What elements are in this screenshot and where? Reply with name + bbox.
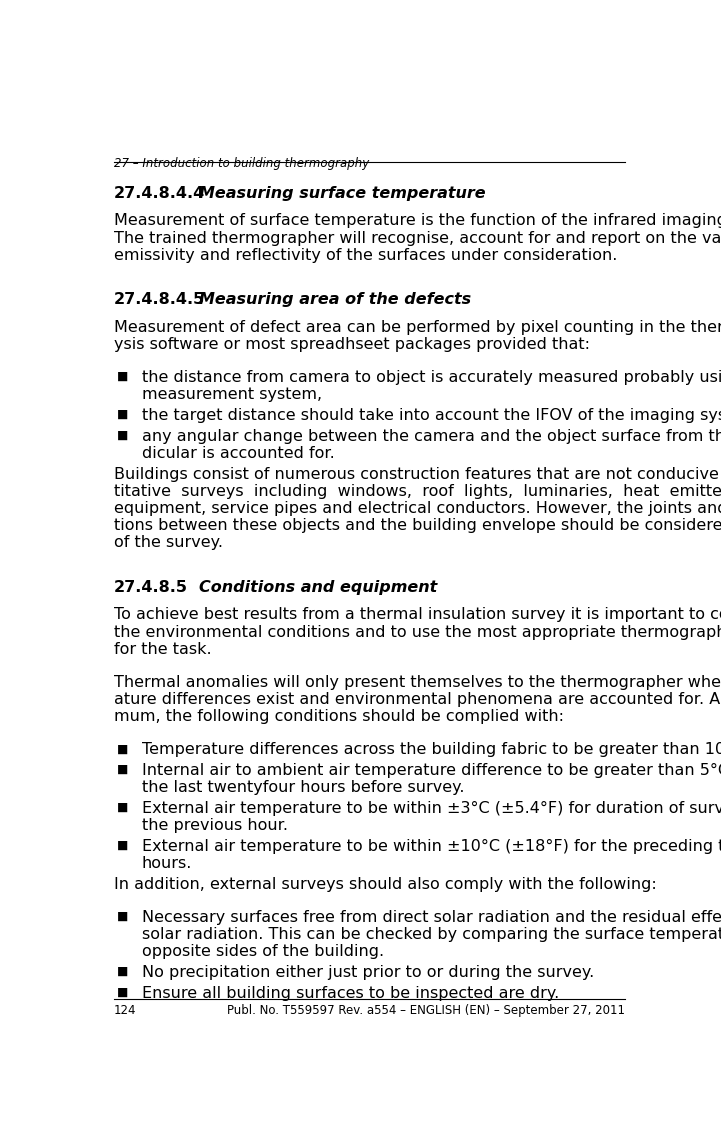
Text: solar radiation. This can be checked by comparing the surface temperatures of: solar radiation. This can be checked by … bbox=[141, 927, 721, 942]
Text: any angular change between the camera and the object surface from the perpen-: any angular change between the camera an… bbox=[141, 429, 721, 444]
Text: the distance from camera to object is accurately measured probably using a laser: the distance from camera to object is ac… bbox=[141, 370, 721, 385]
Text: Publ. No. T559597 Rev. a554 – ENGLISH (EN) – September 27, 2011: Publ. No. T559597 Rev. a554 – ENGLISH (E… bbox=[227, 1004, 625, 1017]
Text: ■: ■ bbox=[117, 910, 128, 923]
Text: the last twentyfour hours before survey.: the last twentyfour hours before survey. bbox=[141, 780, 464, 795]
Text: 27 – Introduction to building thermography: 27 – Introduction to building thermograp… bbox=[114, 157, 369, 170]
Text: Conditions and equipment: Conditions and equipment bbox=[199, 580, 438, 595]
Text: Temperature differences across the building fabric to be greater than 10°C (18°F: Temperature differences across the build… bbox=[141, 743, 721, 758]
Text: the environmental conditions and to use the most appropriate thermographic techn: the environmental conditions and to use … bbox=[114, 625, 721, 639]
Text: 27.4.8.4.5: 27.4.8.4.5 bbox=[114, 292, 205, 307]
Text: Ensure all building surfaces to be inspected are dry.: Ensure all building surfaces to be inspe… bbox=[141, 986, 559, 1000]
Text: opposite sides of the building.: opposite sides of the building. bbox=[141, 944, 384, 959]
Text: To achieve best results from a thermal insulation survey it is important to cons: To achieve best results from a thermal i… bbox=[114, 607, 721, 622]
Text: ■: ■ bbox=[117, 429, 128, 441]
Text: the target distance should take into account the IFOV of the imaging system,: the target distance should take into acc… bbox=[141, 408, 721, 423]
Text: of the survey.: of the survey. bbox=[114, 535, 224, 550]
Text: In addition, external surveys should also comply with the following:: In addition, external surveys should als… bbox=[114, 877, 657, 892]
Text: External air temperature to be within ±3°C (±5.4°F) for duration of survey and f: External air temperature to be within ±3… bbox=[141, 801, 721, 816]
Text: 27.4.8.5: 27.4.8.5 bbox=[114, 580, 188, 595]
Text: No precipitation either just prior to or during the survey.: No precipitation either just prior to or… bbox=[141, 965, 594, 980]
Text: Thermal anomalies will only present themselves to the thermographer where temper: Thermal anomalies will only present them… bbox=[114, 675, 721, 690]
Text: ■: ■ bbox=[117, 965, 128, 979]
Text: ysis software or most spreadhseet packages provided that:: ysis software or most spreadhseet packag… bbox=[114, 337, 590, 352]
Text: 124: 124 bbox=[114, 1004, 137, 1017]
Text: 27.4.8.4.4: 27.4.8.4.4 bbox=[114, 186, 205, 201]
Text: tions between these objects and the building envelope should be considered as pa: tions between these objects and the buil… bbox=[114, 518, 721, 533]
Text: emissivity and reflectivity of the surfaces under consideration.: emissivity and reflectivity of the surfa… bbox=[114, 248, 617, 262]
Text: Necessary surfaces free from direct solar radiation and the residual effects of : Necessary surfaces free from direct sola… bbox=[141, 910, 721, 925]
Text: ■: ■ bbox=[117, 801, 128, 814]
Text: ■: ■ bbox=[117, 743, 128, 755]
Text: the previous hour.: the previous hour. bbox=[141, 818, 288, 833]
Text: dicular is accounted for.: dicular is accounted for. bbox=[141, 446, 335, 461]
Text: titative  surveys  including  windows,  roof  lights,  luminaries,  heat  emitte: titative surveys including windows, roof… bbox=[114, 484, 721, 499]
Text: measurement system,: measurement system, bbox=[141, 387, 322, 402]
Text: hours.: hours. bbox=[141, 856, 192, 871]
Text: for the task.: for the task. bbox=[114, 642, 212, 657]
Text: ■: ■ bbox=[117, 986, 128, 999]
Text: ■: ■ bbox=[117, 839, 128, 851]
Text: ■: ■ bbox=[117, 370, 128, 383]
Text: External air temperature to be within ±10°C (±18°F) for the preceding twentyfour: External air temperature to be within ±1… bbox=[141, 839, 721, 854]
Text: Measurement of defect area can be performed by pixel counting in the thermal ana: Measurement of defect area can be perfor… bbox=[114, 320, 721, 335]
Text: The trained thermographer will recognise, account for and report on the variatio: The trained thermographer will recognise… bbox=[114, 230, 721, 245]
Text: Measuring surface temperature: Measuring surface temperature bbox=[199, 186, 486, 201]
Text: Internal air to ambient air temperature difference to be greater than 5°C (9°F) : Internal air to ambient air temperature … bbox=[141, 763, 721, 778]
Text: Buildings consist of numerous construction features that are not conducive to qu: Buildings consist of numerous constructi… bbox=[114, 466, 721, 481]
Text: ■: ■ bbox=[117, 408, 128, 421]
Text: ■: ■ bbox=[117, 763, 128, 776]
Text: Measurement of surface temperature is the function of the infrared imaging syste: Measurement of surface temperature is th… bbox=[114, 213, 721, 228]
Text: Measuring area of the defects: Measuring area of the defects bbox=[199, 292, 472, 307]
Text: mum, the following conditions should be complied with:: mum, the following conditions should be … bbox=[114, 709, 564, 724]
Text: equipment, service pipes and electrical conductors. However, the joints and conn: equipment, service pipes and electrical … bbox=[114, 501, 721, 516]
Text: ature differences exist and environmental phenomena are accounted for. As a mini: ature differences exist and environmenta… bbox=[114, 692, 721, 707]
